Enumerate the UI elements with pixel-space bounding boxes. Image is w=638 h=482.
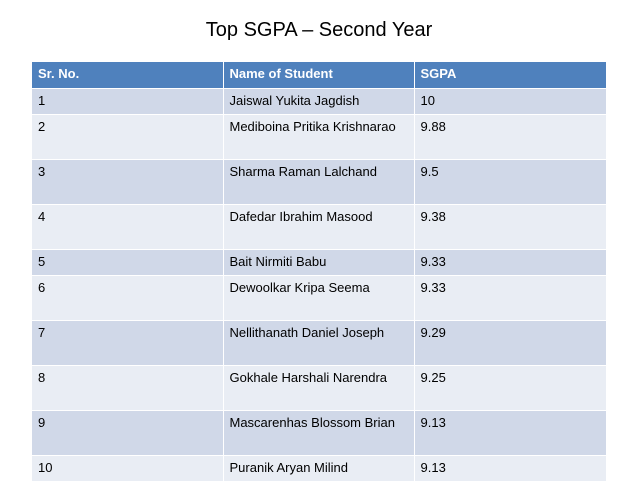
cell-sr-no: 7 (32, 320, 224, 366)
table-row: 6 Dewoolkar Kripa Seema 9.33 (32, 275, 606, 321)
cell-student-name: Puranik Aryan Milind (223, 455, 415, 482)
cell-sgpa: 9.88 (414, 114, 606, 160)
cell-sgpa: 9.13 (414, 410, 606, 456)
cell-student-name: Dafedar Ibrahim Masood (223, 204, 415, 250)
table-row: 3 Sharma Raman Lalchand 9.5 (32, 159, 606, 205)
cell-sr-no: 10 (32, 455, 224, 482)
table-row: 5 Bait Nirmiti Babu 9.33 (32, 249, 606, 276)
cell-student-name: Jaiswal Yukita Jagdish (223, 88, 415, 115)
sgpa-table: Sr. No. Name of Student SGPA 1 Jaiswal Y… (32, 62, 606, 482)
table-row: 4 Dafedar Ibrahim Masood 9.38 (32, 204, 606, 250)
header-sgpa: SGPA (414, 62, 606, 89)
table-row: 1 Jaiswal Yukita Jagdish 10 (32, 88, 606, 115)
cell-student-name: Mascarenhas Blossom Brian (223, 410, 415, 456)
cell-sgpa: 9.5 (414, 159, 606, 205)
table-row: 2 Mediboina Pritika Krishnarao 9.88 (32, 114, 606, 160)
cell-sgpa: 9.13 (414, 455, 606, 482)
cell-student-name: Gokhale Harshali Narendra (223, 365, 415, 411)
cell-student-name: Dewoolkar Kripa Seema (223, 275, 415, 321)
cell-student-name: Mediboina Pritika Krishnarao (223, 114, 415, 160)
cell-sr-no: 8 (32, 365, 224, 411)
table-row: 10 Puranik Aryan Milind 9.13 (32, 455, 606, 482)
cell-student-name: Nellithanath Daniel Joseph (223, 320, 415, 366)
cell-student-name: Sharma Raman Lalchand (223, 159, 415, 205)
cell-sgpa: 9.38 (414, 204, 606, 250)
cell-sgpa: 9.33 (414, 275, 606, 321)
cell-sr-no: 1 (32, 88, 224, 115)
cell-sgpa: 10 (414, 88, 606, 115)
cell-sr-no: 9 (32, 410, 224, 456)
cell-sgpa: 9.25 (414, 365, 606, 411)
header-name-of-student: Name of Student (223, 62, 415, 89)
header-sr-no: Sr. No. (32, 62, 224, 89)
cell-sr-no: 5 (32, 249, 224, 276)
table-row: 7 Nellithanath Daniel Joseph 9.29 (32, 320, 606, 366)
cell-sr-no: 4 (32, 204, 224, 250)
cell-sr-no: 3 (32, 159, 224, 205)
cell-sr-no: 2 (32, 114, 224, 160)
table-row: 9 Mascarenhas Blossom Brian 9.13 (32, 410, 606, 456)
table-header-row: Sr. No. Name of Student SGPA (32, 62, 606, 89)
cell-sgpa: 9.29 (414, 320, 606, 366)
cell-student-name: Bait Nirmiti Babu (223, 249, 415, 276)
cell-sr-no: 6 (32, 275, 224, 321)
cell-sgpa: 9.33 (414, 249, 606, 276)
table-row: 8 Gokhale Harshali Narendra 9.25 (32, 365, 606, 411)
page-title: Top SGPA – Second Year (205, 19, 433, 41)
